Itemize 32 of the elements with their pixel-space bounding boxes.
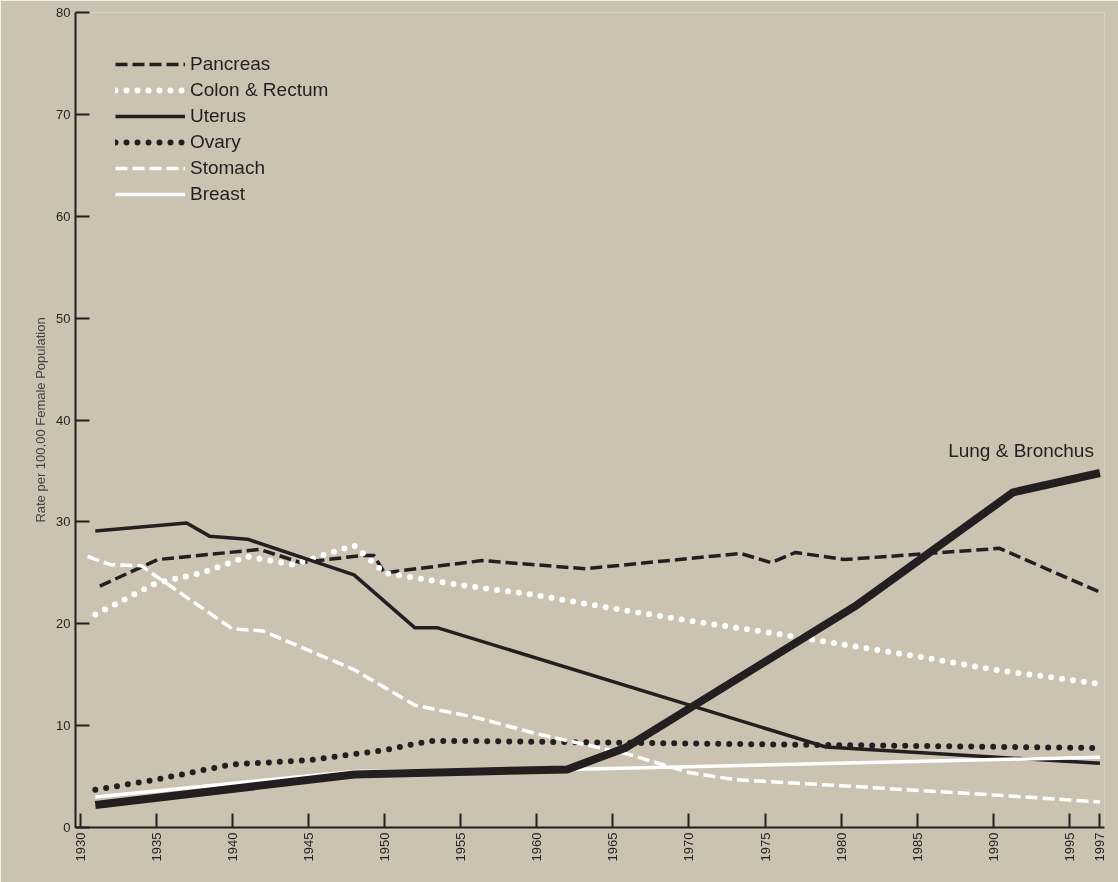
annotation: Lung & Bronchus (948, 439, 1094, 461)
x-tick-label: 1930 (72, 832, 88, 862)
x-tick-label: 1975 (757, 832, 773, 862)
y-tick-label: 80 (56, 5, 71, 20)
x-tick-label: 1980 (833, 832, 849, 862)
y-tick-label: 40 (56, 412, 71, 428)
legend-label: Pancreas (190, 52, 271, 76)
x-tick-label: 1997 (1092, 832, 1108, 862)
x-tick-label: 1940 (224, 832, 240, 862)
legend-label: Breast (190, 182, 245, 206)
x-tick-label: 1965 (605, 832, 621, 862)
y-tick-label: 30 (56, 514, 71, 530)
y-tick-label: 0 (63, 820, 71, 835)
legend-label: Ovary (190, 130, 241, 154)
y-axis-title: Rate per 100,00 Female Population (33, 317, 49, 523)
x-tick-label: 1990 (985, 832, 1001, 862)
x-tick-label: 1935 (148, 832, 164, 862)
legend-label: Stomach (190, 156, 265, 180)
x-tick-label: 1995 (1061, 832, 1077, 862)
y-tick-label: 50 (56, 310, 71, 326)
x-tick-label: 1970 (681, 832, 697, 862)
y-tick-label: 60 (56, 208, 71, 224)
y-tick-label: 10 (56, 718, 71, 734)
x-tick-label: 1960 (529, 832, 545, 862)
legend-label: Uterus (190, 104, 246, 128)
x-tick-label: 1985 (909, 832, 925, 862)
y-tick-label: 70 (56, 106, 71, 122)
legend-label: Colon & Rectum (190, 78, 329, 102)
x-tick-label: 1945 (300, 832, 316, 862)
x-tick-label: 1955 (453, 832, 469, 862)
x-tick-label: 1950 (377, 832, 392, 862)
y-tick-label: 20 (56, 616, 71, 632)
